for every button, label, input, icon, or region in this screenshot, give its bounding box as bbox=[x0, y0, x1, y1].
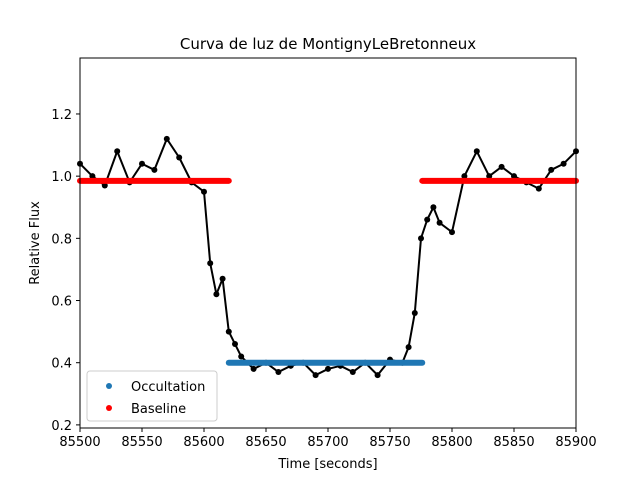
legend: Occultation Baseline bbox=[86, 370, 218, 422]
x-tick-label: 85500 bbox=[59, 435, 100, 450]
light-curve-point bbox=[213, 291, 220, 298]
light-curve-point bbox=[473, 148, 480, 155]
x-axis-label: Time [seconds] bbox=[277, 457, 377, 472]
light-curve-point bbox=[219, 275, 226, 282]
light-curve-line bbox=[79, 137, 577, 377]
legend-baseline-marker bbox=[106, 405, 112, 411]
light-curve-point bbox=[405, 344, 412, 351]
x-tick-label: 85700 bbox=[307, 435, 348, 450]
x-tick-label: 85650 bbox=[245, 435, 286, 450]
y-tick-label: 0.2 bbox=[51, 419, 72, 434]
light-curve-point bbox=[114, 148, 121, 155]
y-tick-label: 0.6 bbox=[51, 295, 72, 310]
x-tick-label: 85750 bbox=[369, 435, 410, 450]
light-curve-point bbox=[207, 260, 214, 267]
light-curve-point bbox=[101, 182, 108, 189]
light-curve-point bbox=[548, 166, 555, 173]
light-curve-point bbox=[449, 229, 455, 236]
light-curve-point bbox=[163, 135, 170, 142]
light-curve-point bbox=[89, 173, 96, 180]
series-layer bbox=[77, 135, 579, 379]
light-curve-point bbox=[151, 166, 158, 173]
light-curve-point bbox=[511, 173, 517, 180]
light-curve-point bbox=[225, 328, 232, 335]
light-curve-point bbox=[486, 173, 493, 180]
x-tick-label: 85800 bbox=[431, 435, 472, 450]
x-tick-label: 85900 bbox=[555, 435, 596, 450]
light-curve-point bbox=[139, 160, 145, 167]
light-curve-point bbox=[325, 365, 331, 372]
x-tick-label: 85550 bbox=[121, 435, 162, 450]
legend-occultation-label: Occultation bbox=[131, 380, 205, 395]
light-curve-point bbox=[238, 353, 245, 360]
legend-baseline-label: Baseline bbox=[131, 402, 186, 417]
y-tick-label: 1.0 bbox=[51, 170, 72, 185]
legend-frame bbox=[86, 370, 218, 422]
light-curve-point bbox=[418, 235, 424, 242]
light-curve-point bbox=[424, 216, 431, 223]
y-axis-label: Relative Flux bbox=[28, 201, 43, 285]
light-curve-point bbox=[374, 372, 381, 379]
x-tick-label: 85850 bbox=[493, 435, 534, 450]
light-curve-point bbox=[312, 372, 319, 379]
y-tick-label: 1.2 bbox=[51, 108, 72, 123]
light-curve-point bbox=[560, 160, 567, 167]
y-axis: 0.2 0.4 0.6 0.8 1.0 1.2 bbox=[51, 108, 80, 434]
light-curve-point bbox=[232, 341, 238, 348]
y-tick-label: 0.4 bbox=[51, 357, 72, 372]
light-curve-point bbox=[349, 369, 356, 376]
light-curve-point bbox=[430, 204, 437, 211]
light-curve-point bbox=[411, 309, 418, 316]
light-curve-point bbox=[275, 369, 282, 376]
y-tick-label: 0.8 bbox=[51, 232, 72, 247]
light-curve-point bbox=[201, 188, 207, 195]
x-tick-label: 85600 bbox=[183, 435, 224, 450]
light-curve-point bbox=[436, 219, 443, 226]
chart-title: Curva de luz de MontignyLeBretonneux bbox=[180, 35, 476, 53]
light-curve-point bbox=[498, 163, 505, 170]
legend-occultation-marker bbox=[106, 383, 112, 389]
x-axis: 85500 85550 85600 85650 85700 85750 85800 85850… bbox=[59, 428, 597, 450]
light-curve-point bbox=[250, 365, 257, 372]
light-curve-point bbox=[176, 154, 183, 161]
light-curve-point bbox=[461, 173, 468, 180]
light-curve-point bbox=[535, 185, 542, 192]
